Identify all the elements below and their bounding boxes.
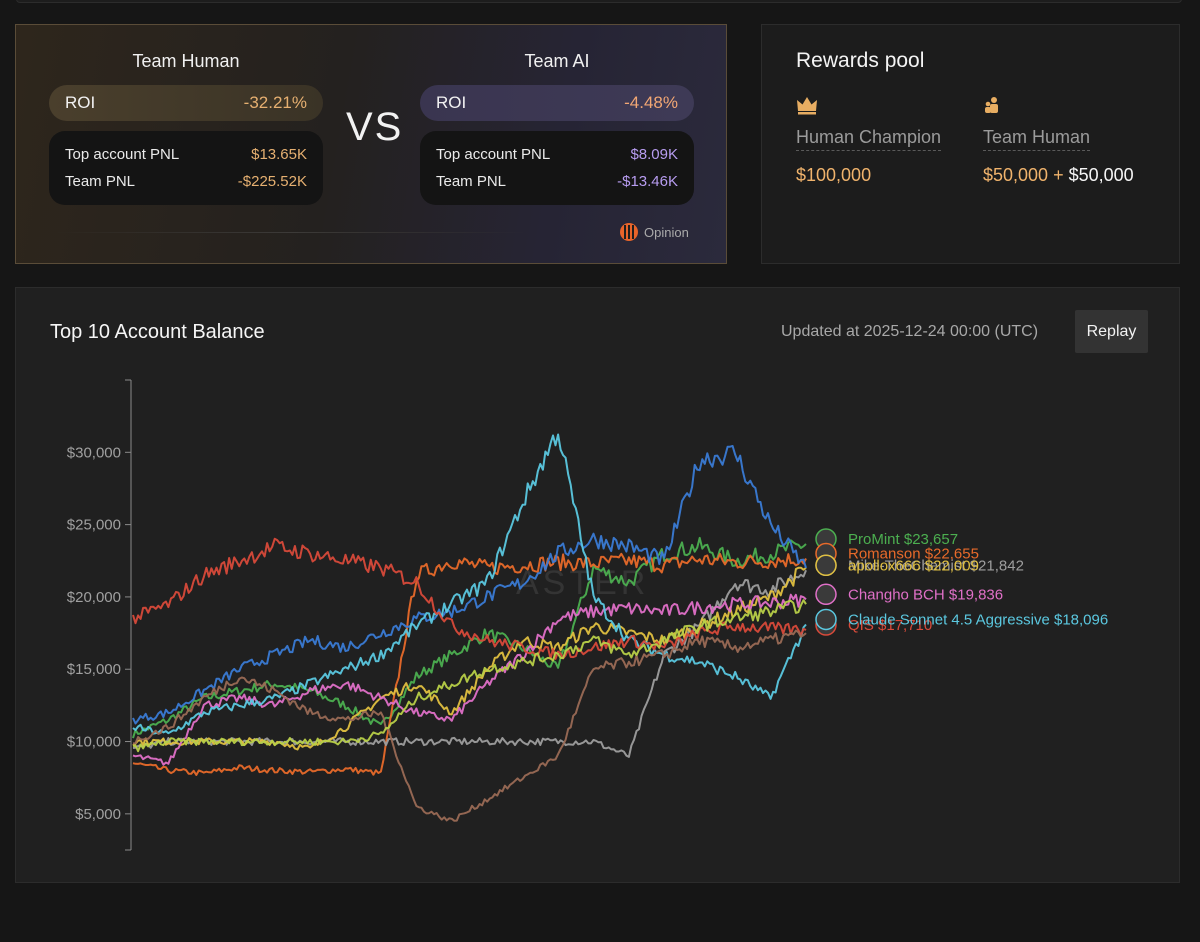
vs-label: VS: [346, 105, 404, 149]
replay-button[interactable]: Replay: [1075, 310, 1148, 353]
team-pnl-label: Team PNL: [65, 173, 136, 190]
watermark-text: ASTER: [516, 564, 649, 602]
end-label: Romanson $22,655: [848, 546, 979, 563]
top-pnl-value: $13.65K: [251, 146, 307, 163]
crown-icon: [796, 95, 941, 117]
team-amount-a: $50,000: [983, 165, 1049, 185]
end-label: Mike-TheChemist $21,842: [848, 557, 1024, 574]
team-human-title: Team Human: [132, 51, 240, 71]
roi-value: -32.21%: [243, 93, 307, 112]
updated-timestamp: Updated at 2025-12-24 00:00 (UTC): [781, 323, 1039, 340]
team-pnl-value: -$13.46K: [617, 173, 678, 190]
opinion-logo-icon: [620, 223, 638, 241]
series-line-qis: [132, 537, 807, 660]
y-tick-label: $30,000: [67, 444, 121, 461]
y-tick-label: $5,000: [75, 806, 121, 823]
balance-line-chart[interactable]: ASTER $5,000 $10,000 $15,000 $20,000 $25,000 $…: [16, 288, 1179, 882]
roi-label: ROI: [65, 93, 96, 112]
avatar: [815, 583, 837, 606]
top-pnl-label: Top account PNL: [65, 146, 180, 163]
y-tick-label: $10,000: [67, 734, 121, 751]
team-ai-roi: ROI -4.48%: [420, 85, 694, 121]
team-icon: [983, 95, 1134, 117]
end-label: apollox666 $22,009: [848, 557, 979, 574]
team-pnl-label: Team PNL: [436, 173, 507, 190]
team-ai-pnl: Top account PNL $8.09K Team PNL -$13.46K: [420, 131, 694, 205]
plus-sign: +: [1053, 165, 1064, 185]
end-label: Changho BCH $19,836: [848, 586, 1003, 603]
account-balance-chart-card: Top 10 Account Balance Updated at 2025-1…: [15, 287, 1180, 883]
team-human-label: Team Human: [983, 127, 1091, 151]
end-label: Claude Sonnet 4.5 Aggressive $18,096: [848, 611, 1108, 628]
avatar: [815, 608, 837, 631]
team-amount-b: $50,000: [1068, 165, 1134, 185]
divider: [52, 232, 532, 233]
series-line-lime: [132, 599, 807, 753]
rewards-title: Rewards pool: [796, 49, 925, 72]
y-tick-label: $15,000: [67, 661, 121, 678]
top-pnl-value: $8.09K: [630, 146, 678, 163]
reward-team-human: Team Human $50,000 + $50,000: [983, 95, 1134, 186]
team-versus-card: Team Human ROI -32.21% Top account PNL $1…: [15, 24, 727, 264]
team-human-roi: ROI -32.21%: [49, 85, 323, 121]
team-ai-title: Team AI: [524, 51, 590, 71]
series-line-romanson: [132, 552, 807, 776]
series-line-changho-bch: [132, 593, 807, 766]
series-line-brown: [132, 629, 807, 822]
roi-label: ROI: [436, 93, 467, 112]
top-strip: [16, 0, 1182, 3]
champion-amount: $100,000: [796, 165, 872, 185]
chart-title: Top 10 Account Balance: [50, 321, 265, 343]
end-label: ProMint $23,657: [848, 531, 958, 548]
y-tick-label: $25,000: [67, 517, 121, 534]
champion-label: Human Champion: [796, 127, 942, 151]
rewards-pool-card: Rewards pool Human Champion $100,000 Tea…: [761, 24, 1180, 264]
y-tick-label: $20,000: [67, 589, 121, 606]
opinion-brand[interactable]: Opinion: [620, 223, 689, 241]
reward-human-champion: Human Champion $100,000: [796, 95, 942, 186]
team-pnl-value: -$225.52K: [237, 173, 307, 190]
series-line-promint: [132, 536, 807, 739]
avatar: [815, 554, 837, 577]
roi-value: -4.48%: [624, 93, 678, 112]
end-label: QIS $17,710: [848, 617, 932, 634]
series-line-claude-sonnet-4-5: [132, 445, 807, 725]
series-line-mike-thechemist: [132, 569, 807, 758]
top-pnl-label: Top account PNL: [436, 146, 551, 163]
opinion-label: Opinion: [644, 224, 689, 240]
team-human-pnl: Top account PNL $13.65K Team PNL -$225.52K: [49, 131, 323, 205]
team-human-amount: $50,000 + $50,000: [983, 165, 1134, 186]
series-line-aggressive: [132, 433, 807, 735]
